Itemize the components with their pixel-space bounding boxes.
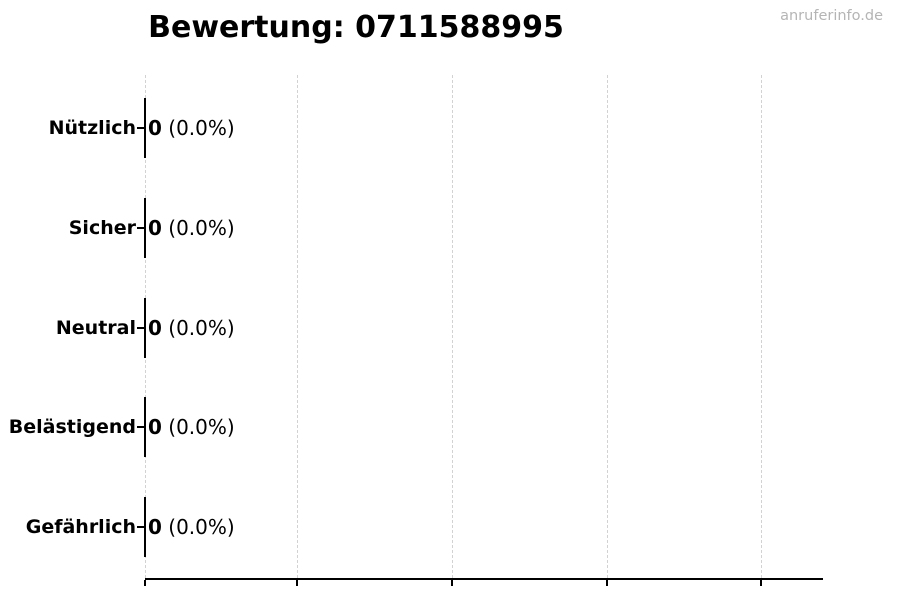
category-label-2: Neutral <box>55 317 136 339</box>
x-axis-tick-4 <box>760 580 762 586</box>
bar-value-label-2: 0 (0.0%) <box>148 314 235 342</box>
gridline-3 <box>607 75 608 578</box>
gridline-1 <box>297 75 298 578</box>
y-axis-tick-0 <box>137 127 145 129</box>
bar-1 <box>144 198 146 258</box>
bar-3 <box>144 397 146 457</box>
watermark-text: anruferinfo.de <box>780 8 883 24</box>
bar-0 <box>144 98 146 158</box>
y-axis-tick-1 <box>137 227 145 229</box>
chart-title: Bewertung: 0711588995 <box>148 10 564 45</box>
x-axis-tick-3 <box>606 580 608 586</box>
category-label-1: Sicher <box>68 217 136 239</box>
x-axis-tick-1 <box>296 580 298 586</box>
bar-percent-2: (0.0%) <box>161 316 235 340</box>
y-axis-tick-4 <box>137 526 145 528</box>
bar-count-4: 0 <box>148 515 162 539</box>
gridline-2 <box>452 75 453 578</box>
category-label-4: Gefährlich <box>25 516 136 538</box>
bar-value-label-1: 0 (0.0%) <box>148 214 235 242</box>
y-axis-tick-3 <box>137 426 145 428</box>
bar-value-label-0: 0 (0.0%) <box>148 114 235 142</box>
bar-count-0: 0 <box>148 116 162 140</box>
x-axis-tick-2 <box>451 580 453 586</box>
gridline-4 <box>761 75 762 578</box>
bar-count-3: 0 <box>148 415 162 439</box>
bar-2 <box>144 298 146 358</box>
category-label-0: Nützlich <box>48 117 136 139</box>
bar-4 <box>144 497 146 557</box>
x-axis-tick-0 <box>144 580 146 586</box>
bar-percent-0: (0.0%) <box>161 116 235 140</box>
bar-value-label-3: 0 (0.0%) <box>148 413 235 441</box>
bar-value-label-4: 0 (0.0%) <box>148 513 235 541</box>
y-axis-tick-2 <box>137 327 145 329</box>
bar-percent-3: (0.0%) <box>161 415 235 439</box>
bar-count-2: 0 <box>148 316 162 340</box>
category-label-3: Belästigend <box>8 416 136 438</box>
bar-percent-1: (0.0%) <box>161 216 235 240</box>
bar-count-1: 0 <box>148 216 162 240</box>
bar-percent-4: (0.0%) <box>161 515 235 539</box>
x-axis-line <box>145 578 823 580</box>
